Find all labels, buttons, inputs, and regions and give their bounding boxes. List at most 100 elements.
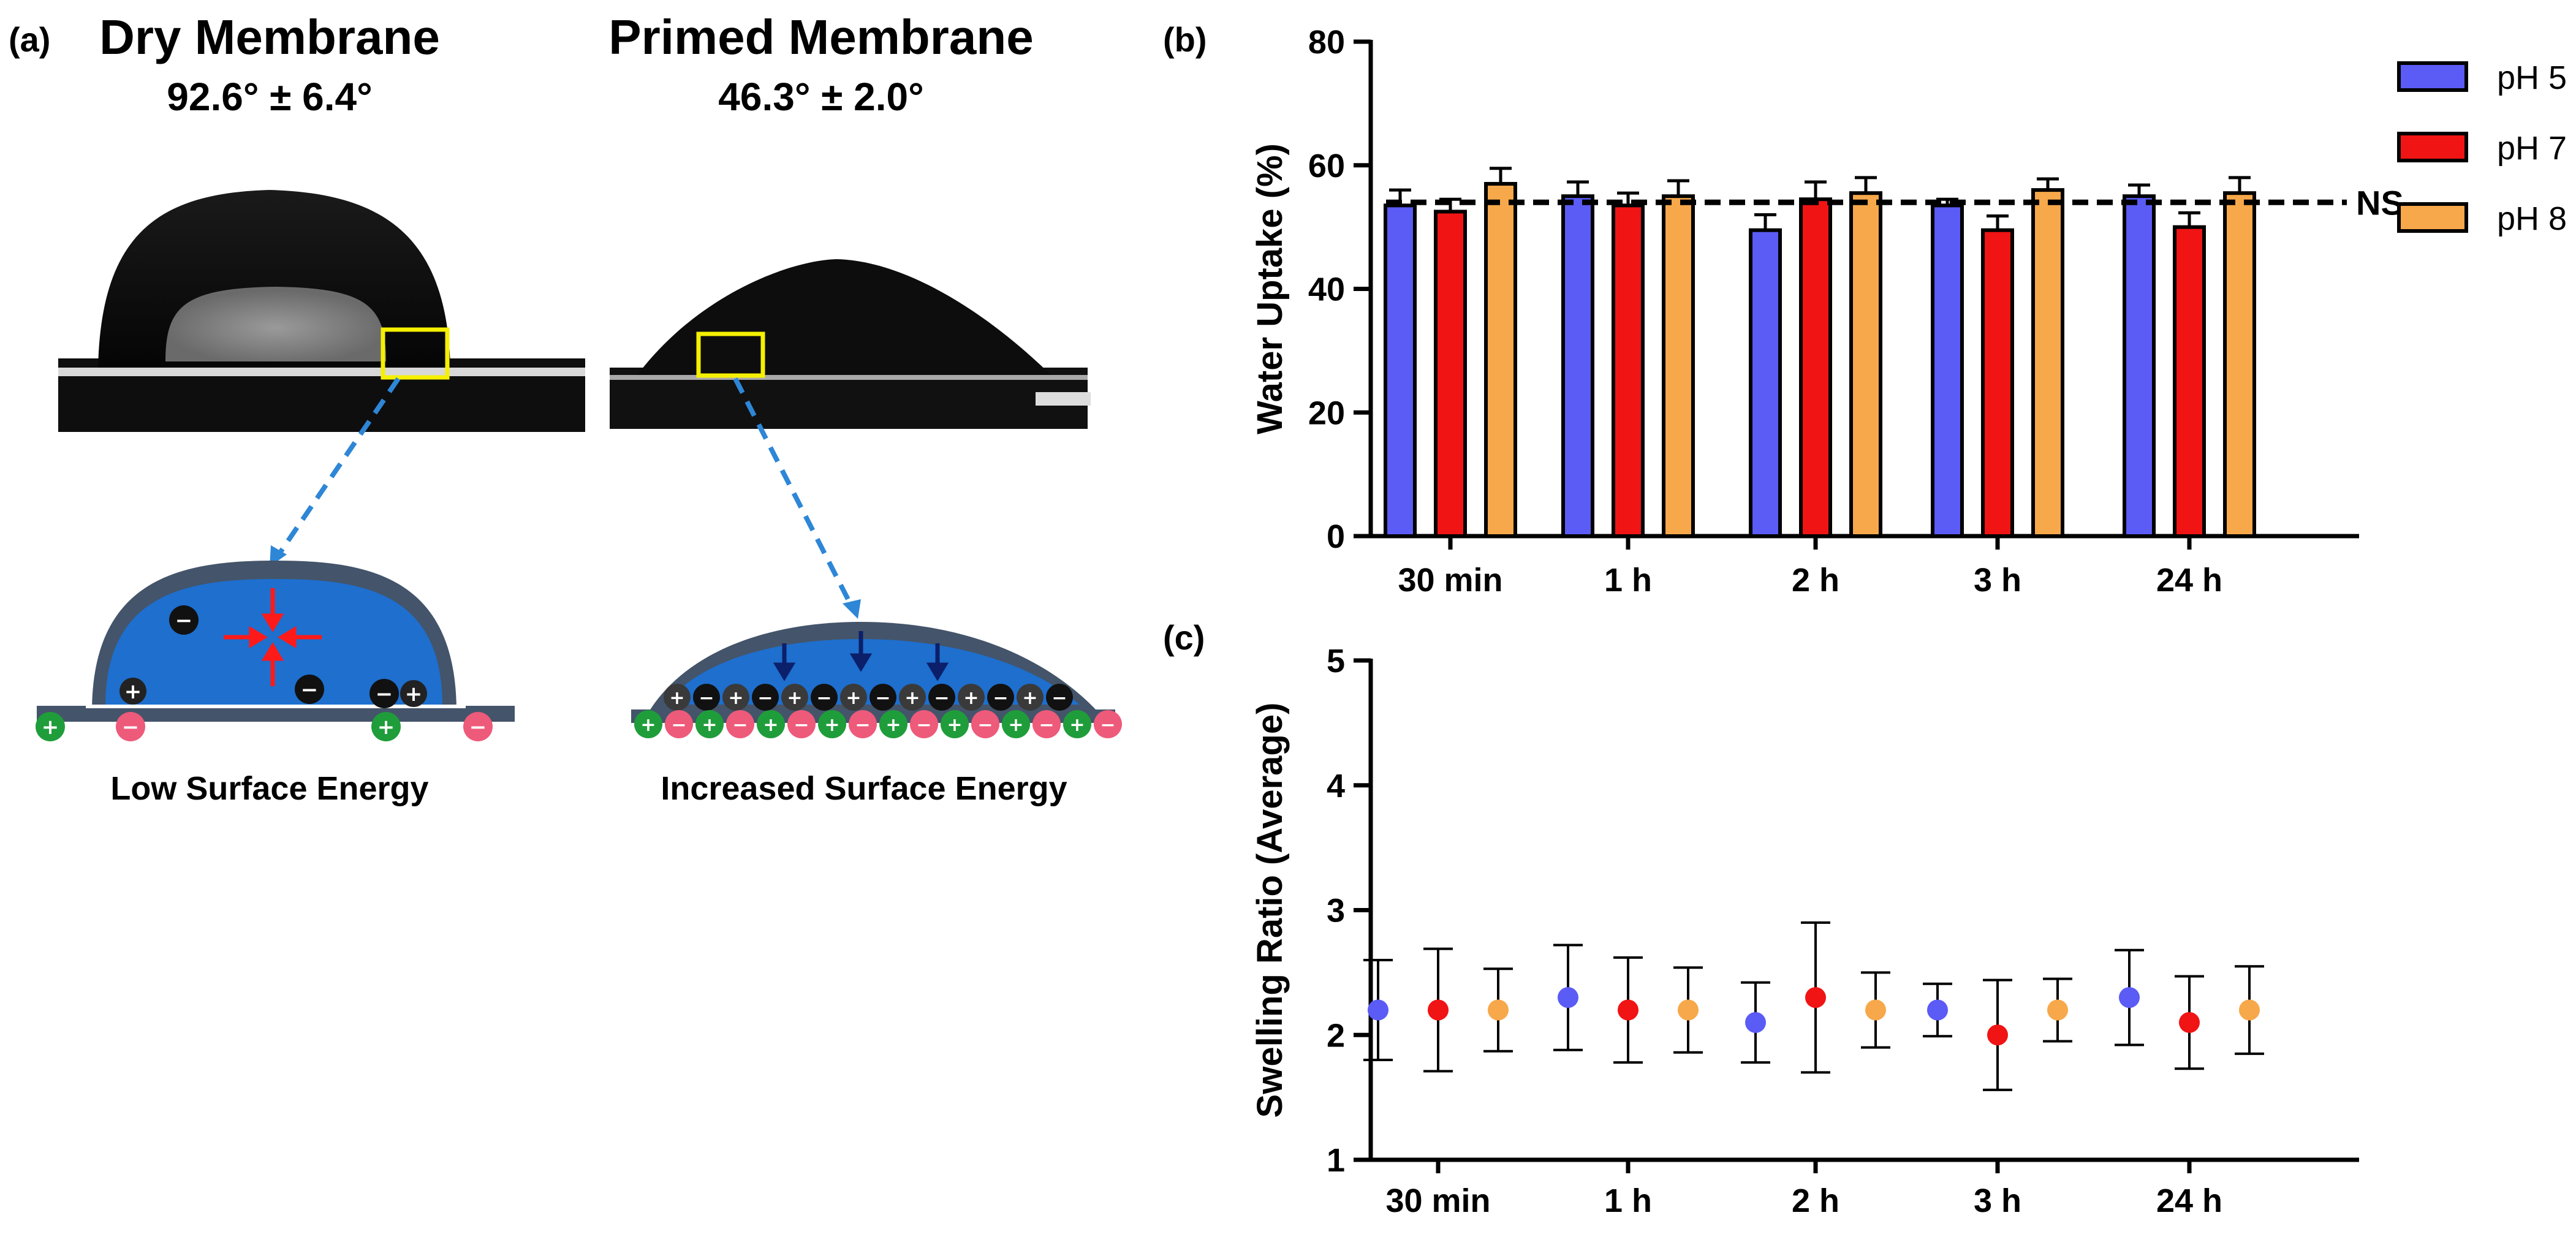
y-tick-label: 60 [1308, 148, 1345, 184]
dry-schematic: − + − − + + − + − [36, 561, 515, 741]
x-tick-label: 24 h [2156, 1182, 2222, 1219]
legend-swatch [2397, 132, 2468, 162]
legend-label: pH 7 [2497, 130, 2567, 167]
ion-icon [757, 710, 785, 738]
ion-icon [849, 710, 877, 738]
primed-schematic: + − + − + − + − + − + − + −+ − + − + − + − + − + − + − + − [631, 622, 1122, 738]
legend-swatch [2397, 202, 2468, 233]
data-point [2179, 1012, 2200, 1033]
ion-sign-icon: + [1069, 714, 1085, 736]
ion-icon [910, 710, 938, 738]
y-axis-title: Water Uptake (%) [1250, 143, 1290, 434]
y-axis-title: Swelling Ratio (Average) [1250, 703, 1290, 1118]
ion-sign-icon: − [699, 687, 714, 709]
y-tick-label: 20 [1308, 395, 1345, 431]
ion-sign-icon: − [1039, 714, 1054, 736]
primed-caption: Increased Surface Energy [661, 770, 1067, 807]
ion-icon [781, 684, 808, 711]
ion-sign-icon: − [934, 687, 949, 709]
data-point [1865, 999, 1886, 1021]
ion-sign-icon: + [885, 714, 901, 736]
y-tick-label: 4 [1327, 768, 1345, 804]
ion-sign-icon: + [947, 714, 962, 736]
svg-text:+: + [377, 715, 395, 740]
bar [1849, 191, 1882, 538]
data-point [1368, 999, 1388, 1021]
ion-sign-icon: − [855, 714, 870, 736]
ion-icon [695, 710, 724, 738]
bar [1434, 210, 1467, 538]
data-point [1805, 987, 1826, 1008]
svg-text:+: + [42, 715, 59, 740]
ion-sign-icon: + [904, 687, 920, 709]
ion-icon [726, 710, 754, 738]
x-tick-label: 24 h [2156, 562, 2222, 599]
ion-sign-icon: − [977, 714, 993, 736]
ion-sign-icon: + [763, 714, 778, 736]
data-point [1927, 999, 1948, 1021]
ion-icon [1002, 710, 1030, 738]
panel-b-label: (b) [1163, 20, 1207, 59]
x-tick-label: 30 min [1385, 1182, 1490, 1219]
ion-sign-icon: − [794, 714, 809, 736]
ion-icon [818, 710, 846, 738]
ion-sign-icon: − [816, 687, 832, 709]
ion-icon [752, 684, 779, 711]
water-uptake-chart: 0 20 40 60 80 Water Uptake (%) 30 min 1 h 2 h 3 h… [1250, 24, 2404, 599]
primed-droplet-photo [610, 259, 1091, 429]
ion-icon [1063, 710, 1091, 738]
ion-sign-icon: + [1008, 714, 1023, 736]
svg-text:−: − [301, 678, 319, 702]
data-point [1488, 999, 1509, 1021]
ion-sign-icon: − [671, 714, 686, 736]
ion-sign-icon: + [669, 687, 684, 709]
x-tick-label: 2 h [1792, 562, 1839, 599]
svg-text:−: − [469, 715, 487, 740]
ion-icon [722, 684, 749, 711]
data-point [1745, 1012, 1766, 1033]
reference-label: NS [2356, 183, 2404, 222]
legend: pH 5 pH 7 pH 8 [2397, 59, 2567, 237]
bar [2173, 225, 2206, 538]
bar [2123, 194, 2156, 538]
panel-a: (a) Dry Membrane 92.6° ± 6.4° Primed Mem… [9, 10, 1122, 807]
data-point [1558, 987, 1578, 1008]
x-tick-label: 3 h [1974, 562, 2021, 599]
ion-icon [693, 684, 720, 711]
dry-caption: Low Surface Energy [110, 770, 428, 807]
ion-icon [665, 710, 693, 738]
dry-membrane-title: Dry Membrane [99, 10, 440, 64]
data-point [1987, 1024, 2008, 1046]
ion-icon [1032, 710, 1061, 738]
data-point [1678, 999, 1699, 1021]
legend-swatch [2397, 61, 2468, 92]
panel-b: (b) 0 20 40 60 80 Water Uptake (%) 30 min 1 h 2 … [1163, 20, 2404, 599]
ion-icon [1046, 684, 1073, 711]
ion-sign-icon: + [702, 714, 717, 736]
svg-text:+: + [405, 682, 423, 706]
ion-sign-icon: + [640, 714, 656, 736]
ion-sign-icon: − [1051, 687, 1067, 709]
ion-sign-icon: + [846, 687, 861, 709]
ion-sign-icon: − [1100, 714, 1115, 736]
y-tick-label: 5 [1327, 643, 1345, 679]
ion-sign-icon: + [1022, 687, 1037, 709]
ion-icon [1094, 710, 1122, 738]
ion-icon [899, 684, 926, 711]
bar [1384, 203, 1417, 539]
primed-membrane-title: Primed Membrane [608, 10, 1034, 64]
ion-sign-icon: − [916, 714, 931, 736]
y-tick-label: 0 [1327, 518, 1345, 555]
dry-contact-angle: 92.6° ± 6.4° [167, 75, 372, 119]
svg-text:−: − [122, 715, 140, 740]
legend-label: pH 8 [2497, 200, 2567, 237]
bar [2031, 188, 2064, 539]
ion-icon [987, 684, 1014, 711]
data-point [1428, 999, 1449, 1021]
x-tick-label: 1 h [1604, 1182, 1652, 1219]
bar [2223, 191, 2256, 538]
ion-icon [840, 684, 867, 711]
ion-icon [958, 684, 985, 711]
